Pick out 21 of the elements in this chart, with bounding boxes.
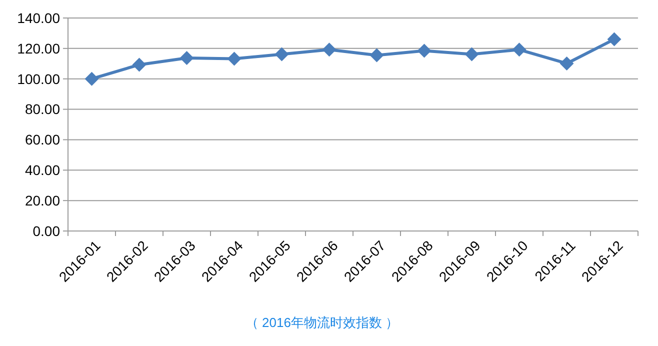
point xyxy=(370,48,384,62)
y-tick-label: 120.00 xyxy=(17,40,60,56)
point xyxy=(132,58,146,72)
point xyxy=(322,42,336,57)
y-tick-label: 20.00 xyxy=(24,192,60,208)
point xyxy=(274,47,289,62)
point xyxy=(227,52,242,66)
point xyxy=(417,44,432,58)
point xyxy=(464,47,479,62)
y-tick-label: 100.00 xyxy=(17,70,60,87)
text: （ 2016年物流时效指数 ） xyxy=(245,315,399,330)
point xyxy=(84,72,99,86)
y-tick-label: 140.00 xyxy=(17,10,60,26)
point xyxy=(607,32,622,46)
y-tick-label: 80.00 xyxy=(24,101,60,118)
y-tick-label: 60.00 xyxy=(24,132,60,148)
point xyxy=(180,51,194,66)
point xyxy=(512,42,526,57)
y-tick-label: 0.00 xyxy=(32,222,60,239)
point xyxy=(560,56,574,70)
y-tick-label: 40.00 xyxy=(24,162,60,178)
